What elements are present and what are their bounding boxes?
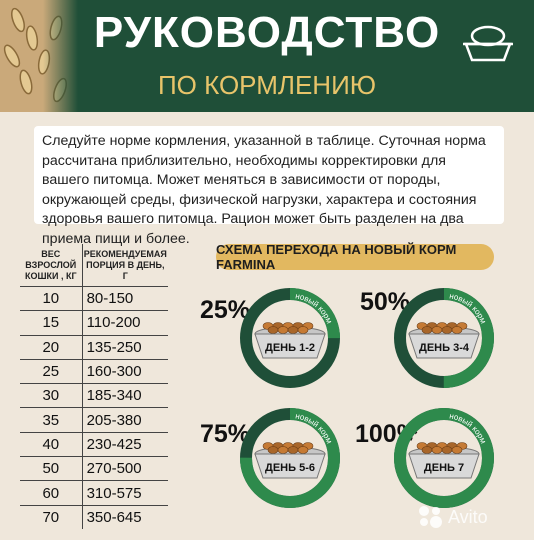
kibble (421, 326, 433, 334)
table-row: 20 135-250 (20, 335, 168, 360)
feeding-table: ВЕС ВЗРОСЛОЙ КОШКИ , КГ РЕКОМЕНДУЕМАЯ ПО… (20, 244, 168, 529)
header-banner: РУКОВОДСТВО ПО КОРМЛЕНИЮ (0, 0, 534, 112)
portion-cell: 80-150 (86, 290, 134, 308)
kibble (431, 326, 443, 334)
bowl-body (408, 333, 480, 359)
page-title: РУКОВОДСТВО (93, 8, 441, 57)
stage-percent: 25% (200, 296, 250, 324)
stage-day-label: ДЕНЬ 5-6 (265, 462, 315, 474)
page-subtitle: ПО КОРМЛЕНИЮ (157, 70, 377, 100)
bowl-body (254, 453, 326, 479)
weight-cell: 40 (20, 432, 83, 457)
kibble (287, 326, 299, 334)
table-row: 40 230-425 (20, 432, 168, 458)
ring-new-food-arc (240, 288, 340, 388)
portion-cell: 310-575 (86, 484, 142, 502)
table-header: ВЕС ВЗРОСЛОЙ КОШКИ , КГ РЕКОМЕНДУЕМАЯ ПО… (20, 244, 168, 287)
kibble (297, 326, 309, 334)
stage-day-label: ДЕНЬ 7 (424, 462, 464, 474)
kibble (451, 326, 463, 334)
kibble (267, 446, 279, 454)
kibble (441, 446, 453, 454)
kibble (421, 446, 433, 454)
weight-cell: 10 (20, 287, 83, 311)
portion-cell: 205-380 (86, 411, 142, 429)
kibble (287, 446, 299, 454)
stage-day-label: ДЕНЬ 1-2 (265, 342, 315, 354)
weight-cell: 35 (20, 408, 83, 432)
stage-day-label: ДЕНЬ 3-4 (419, 342, 470, 354)
svg-text:Avito: Avito (448, 507, 488, 527)
bowl-body (408, 453, 480, 479)
portion-cell: 135-250 (86, 338, 142, 356)
ring-new-food-arc (394, 408, 494, 508)
weight-cell: 70 (20, 505, 83, 529)
kibble (277, 326, 289, 334)
table-row: 30 185-340 (20, 384, 168, 409)
table-row: 50 270-500 (20, 457, 168, 482)
table-row: 25 160-300 (20, 359, 168, 385)
portion-cell: 110-200 (86, 314, 141, 332)
kibble (267, 326, 279, 334)
avito-logo: Avito (419, 506, 488, 528)
table-row: 60 310-575 (20, 481, 168, 506)
ring-new-food-arc (394, 288, 494, 388)
kibble (297, 446, 309, 454)
column-header-weight: ВЕС ВЗРОСЛОЙ КОШКИ , КГ (20, 244, 83, 286)
weight-cell: 50 (20, 457, 83, 481)
stage-percent: 75% (200, 420, 250, 448)
portion-cell: 270-500 (86, 460, 142, 478)
table-body: 10 80-150 15 110-200 20 135-250 25 160-300 30 185… (20, 287, 168, 529)
transition-title: СХЕМА ПЕРЕХОДА НА НОВЫЙ КОРМ FARMINA (216, 242, 494, 272)
column-header-portion: РЕКОМЕНДУЕМАЯ ПОРЦИЯ В ДЕНЬ, Г (83, 248, 167, 281)
table-row: 70 350-645 (20, 505, 168, 529)
weight-cell: 25 (20, 359, 83, 384)
weight-cell: 15 (20, 311, 83, 335)
weight-cell: 60 (20, 481, 83, 505)
portion-cell: 350-645 (86, 508, 142, 526)
portion-cell: 160-300 (86, 363, 142, 381)
kibble (277, 446, 289, 454)
portion-cell: 185-340 (86, 387, 142, 405)
bowl-body (254, 333, 326, 359)
table-row: 35 205-380 (20, 408, 168, 433)
ring-new-food-arc (240, 408, 340, 508)
kibble (451, 446, 463, 454)
wheat-icon (0, 0, 78, 112)
kibble (431, 446, 443, 454)
table-row: 15 110-200 (20, 311, 168, 336)
feeding-intro-text: Следуйте норме кормления, указанной в та… (34, 126, 504, 247)
weight-cell: 30 (20, 384, 83, 408)
kibble (441, 326, 453, 334)
portion-cell: 230-425 (86, 435, 142, 453)
table-row: 10 80-150 (20, 287, 168, 312)
bowl-icon (463, 25, 513, 62)
weight-cell: 20 (20, 335, 83, 359)
